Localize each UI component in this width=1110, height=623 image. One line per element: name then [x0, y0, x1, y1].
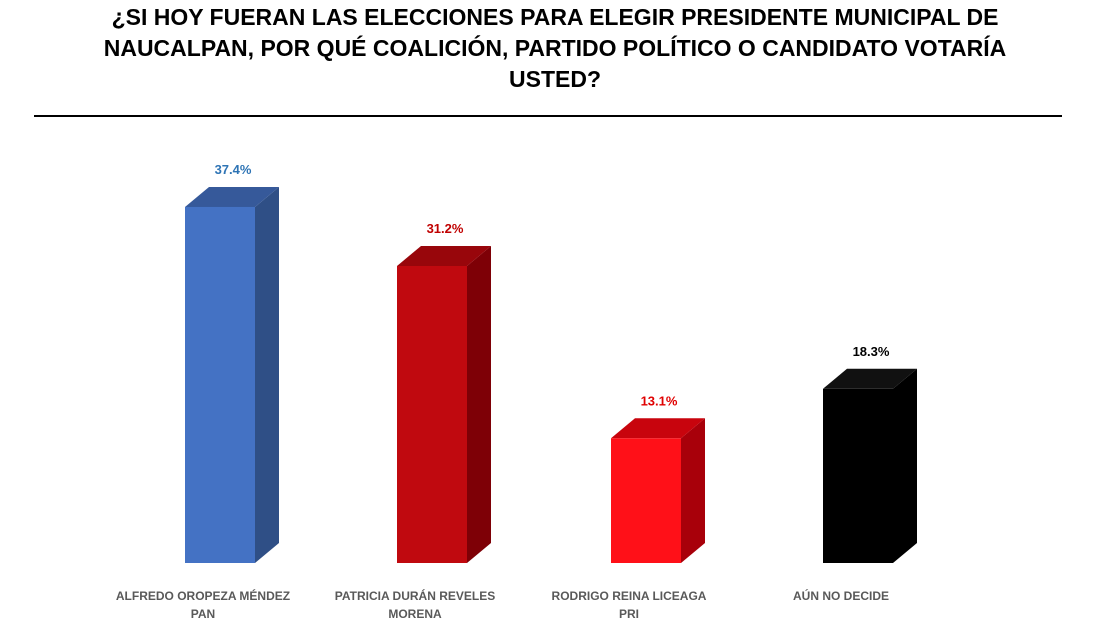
bar-4: [823, 368, 917, 563]
bar-2: [397, 245, 491, 563]
title-divider: [34, 115, 1062, 117]
category-label: ALFREDO OROPEZA MÉNDEZ PAN: [116, 588, 290, 621]
bar-front-face: [823, 388, 893, 563]
bar-side-face: [255, 186, 279, 563]
chart-title: ¿SI HOY FUERAN LAS ELECCIONES PARA ELEGI…: [103, 4, 1007, 92]
bar-front-face: [611, 438, 681, 563]
bar-top-face: [823, 368, 917, 389]
bar-front-face: [185, 206, 255, 563]
category-label: AÚN NO DECIDE: [793, 588, 889, 603]
bar-top-face: [611, 418, 705, 439]
bar-front-face: [397, 265, 467, 563]
value-label: 18.3%: [853, 344, 890, 359]
value-label: 13.1%: [641, 393, 678, 408]
bar-side-face: [467, 245, 491, 563]
bar-3: [611, 418, 705, 563]
category-label: PATRICIA DURÁN REVELES MORENA: [335, 588, 495, 621]
bar-top-face: [185, 186, 279, 207]
bar-side-face: [681, 418, 705, 563]
value-label: 37.4%: [215, 162, 252, 177]
bar-side-face: [893, 368, 917, 563]
category-label: RODRIGO REINA LICEAGA PRI: [552, 589, 707, 621]
value-label: 31.2%: [427, 221, 464, 236]
bar-top-face: [397, 245, 491, 266]
bar-1: [185, 186, 279, 563]
